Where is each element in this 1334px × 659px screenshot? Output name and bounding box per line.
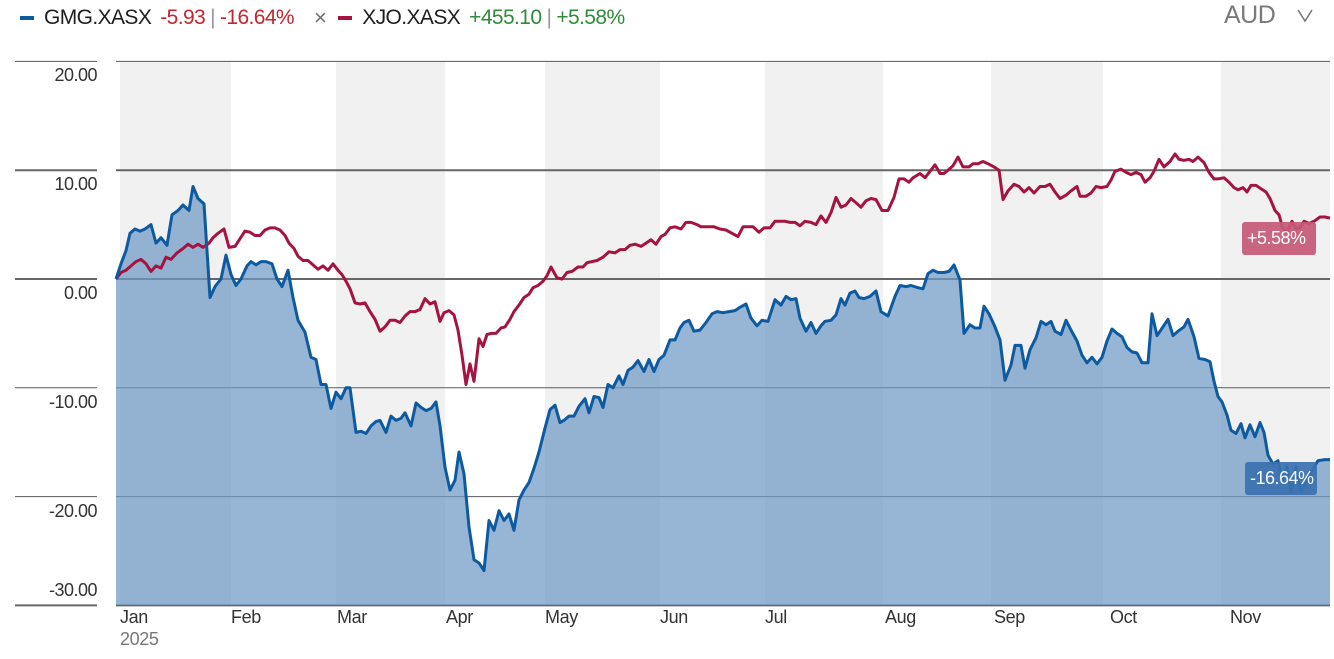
gmg-series-line <box>114 185 1330 573</box>
xjo-series-name[interactable]: XJO.XASX <box>362 6 461 29</box>
x-tick-label: Feb <box>231 607 261 627</box>
x-tick-label: May <box>545 607 578 627</box>
xjo-series-swatch <box>338 16 353 20</box>
y-tick-label: -30.00 <box>48 580 98 601</box>
currency-value: AUD <box>1224 0 1276 29</box>
x-tick-label: Aug <box>885 607 916 627</box>
x-axis-year-label: 2025 <box>120 629 159 649</box>
currency-selector[interactable]: AUD <box>1224 0 1313 30</box>
remove-series-close-icon[interactable]: × <box>314 5 327 30</box>
gmg-series-swatch <box>20 16 34 20</box>
y-tick-label: -20.00 <box>48 500 98 521</box>
x-tick-label: Nov <box>1230 607 1261 627</box>
xjo-change-pct: +5.58% <box>556 6 625 29</box>
gmg-change-pct: -16.64% <box>219 6 295 29</box>
gmg-end-label: -16.64% <box>1245 462 1317 495</box>
x-tick-label: Sep <box>994 607 1025 627</box>
x-tick-label: Apr <box>446 607 473 627</box>
y-tick-label: 10.00 <box>54 174 97 195</box>
xjo-end-label: +5.58% <box>1242 222 1316 255</box>
legend-separator: | <box>546 6 552 29</box>
y-tick-label: 0.00 <box>63 283 98 303</box>
legend-separator: | <box>210 6 215 29</box>
x-tick-label: Mar <box>337 607 367 627</box>
y-tick-label: -10.00 <box>48 391 98 412</box>
chart-legend: GMG.XASX -5.93 | -16.64% × XJO.XASX +455… <box>20 4 625 32</box>
x-tick-label: Jul <box>765 607 787 627</box>
y-tick-label: 20.00 <box>54 65 97 86</box>
x-tick-label: Jun <box>660 607 688 627</box>
gmg-change-value: -5.93 <box>160 6 206 29</box>
x-tick-label: Jan <box>120 607 148 627</box>
gmg-area-fill <box>116 186 1330 605</box>
x-tick-label: Oct <box>1110 607 1137 627</box>
xjo-change-value: +455.10 <box>469 6 542 29</box>
chevron-down-icon <box>1297 9 1313 23</box>
gmg-series-name[interactable]: GMG.XASX <box>44 6 152 29</box>
xjo-series-line <box>114 152 1331 386</box>
